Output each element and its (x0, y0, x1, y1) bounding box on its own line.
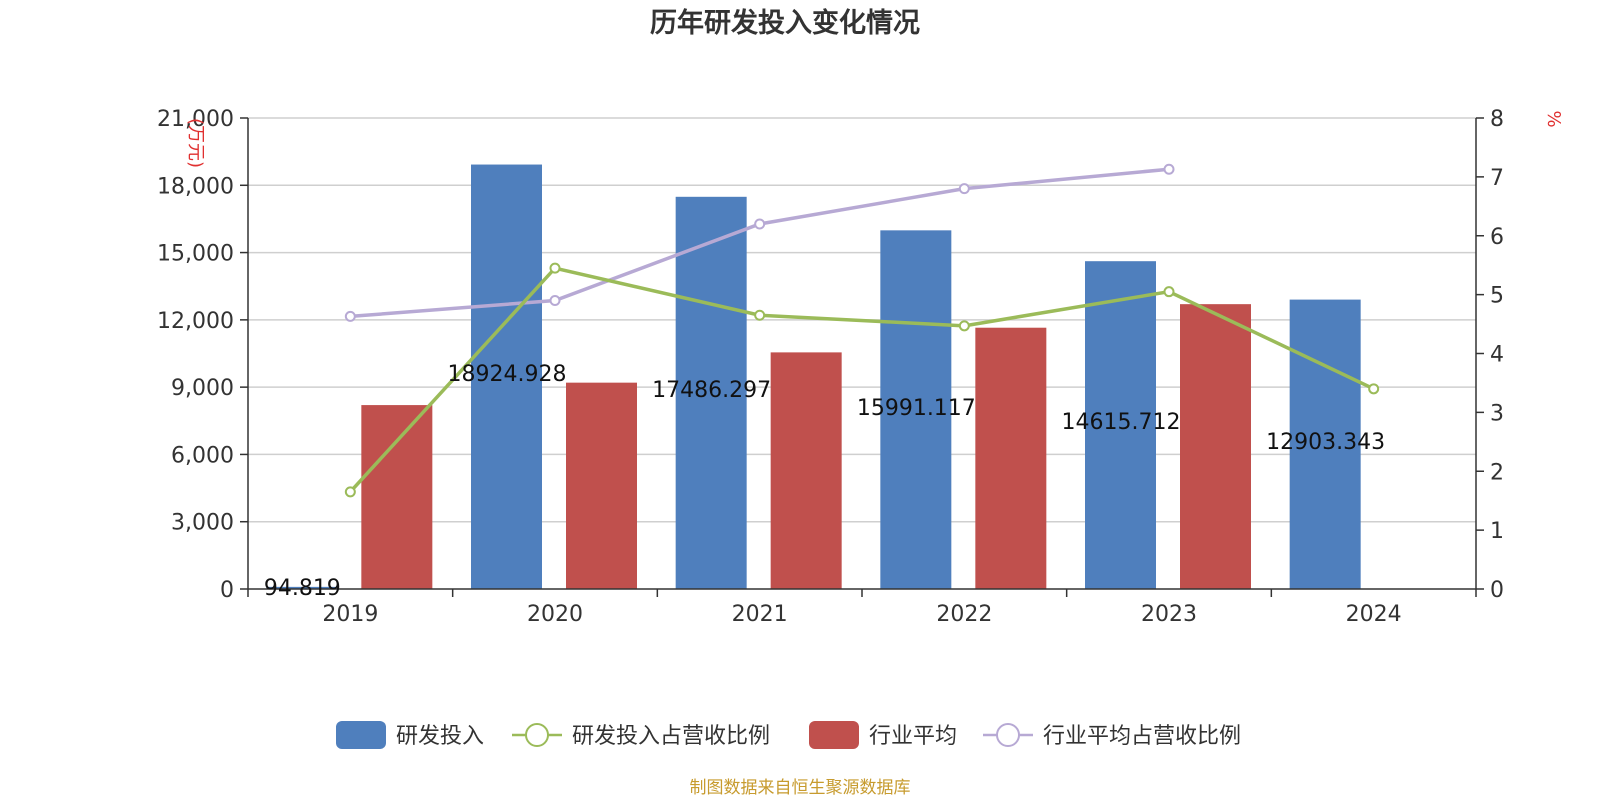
bar-rd-label: 94.819 (264, 576, 341, 601)
legend-label: 行业平均 (869, 724, 957, 749)
y-right-tick-label: 6 (1490, 225, 1504, 250)
y-left-tick-label: 12,000 (157, 309, 234, 334)
point-industry-ratio (549, 295, 561, 307)
chart-title: 历年研发投入变化情况 (650, 7, 920, 39)
bar-rd (266, 586, 338, 589)
bar-industry (361, 405, 433, 589)
y-right-tick-label: 7 (1490, 166, 1504, 191)
y-right-tick-label: 2 (1490, 460, 1504, 485)
bar-rd (880, 230, 952, 589)
point-industry-ratio (1163, 163, 1175, 175)
x-tick-label: 2023 (1141, 602, 1197, 627)
bar-industry (975, 327, 1047, 589)
legend-label: 研发投入 (396, 724, 484, 749)
point-rd-ratio (958, 320, 970, 332)
legend-swatch (809, 721, 859, 749)
y-left-tick-label: 21,000 (157, 107, 234, 132)
point-industry-ratio (958, 183, 970, 195)
point-rd-ratio (754, 309, 766, 321)
y-left-tick-label: 6,000 (171, 443, 234, 468)
y-left-tick-label: 9,000 (171, 376, 234, 401)
legend-swatch-marker (996, 723, 1020, 747)
bar-rd-label: 15991.117 (857, 396, 976, 421)
x-tick-label: 2019 (322, 602, 378, 627)
bar-rd (471, 164, 542, 589)
bar-rd (1085, 261, 1156, 589)
line-rd-ratio (349, 266, 1375, 494)
y-left-tick-label: 15,000 (157, 242, 234, 267)
y-left-tick-label: 3,000 (171, 511, 234, 536)
y-left-unit: (万元) (185, 118, 206, 168)
bar-rd (1289, 299, 1361, 589)
y-right-tick-label: 0 (1490, 578, 1504, 603)
bar-rd (675, 196, 747, 589)
point-rd-ratio (1368, 383, 1380, 395)
bar-rd-label: 17486.297 (652, 378, 771, 403)
y-right-tick-label: 4 (1490, 343, 1504, 368)
x-tick-label: 2022 (936, 602, 992, 627)
y-left-tick-label: 0 (220, 578, 234, 603)
bar-industry (770, 352, 842, 589)
source-note: 制图数据来自恒生聚源数据库 (690, 778, 911, 798)
point-rd-ratio (344, 486, 356, 498)
legend-swatch (336, 721, 386, 749)
legend-label: 行业平均占营收比例 (1043, 724, 1241, 749)
bar-industry (566, 382, 637, 589)
point-industry-ratio (754, 218, 766, 230)
legend-swatch-marker (525, 723, 549, 747)
y-right-unit: % (1543, 110, 1564, 127)
x-tick-label: 2020 (527, 602, 583, 627)
bar-industry (1180, 304, 1251, 589)
point-rd-ratio (1163, 286, 1175, 298)
y-right-tick-label: 1 (1490, 519, 1504, 544)
legend-label: 研发投入占营收比例 (572, 724, 770, 749)
y-left-tick-label: 18,000 (157, 174, 234, 199)
point-rd-ratio (549, 262, 561, 274)
y-right-tick-label: 3 (1490, 401, 1504, 426)
bar-rd-label: 18924.928 (448, 362, 567, 387)
bar-rd-label: 12903.343 (1266, 430, 1385, 455)
bar-rd-label: 14615.712 (1062, 410, 1181, 435)
x-tick-label: 2024 (1346, 602, 1402, 627)
y-right-tick-label: 5 (1490, 284, 1504, 309)
y-right-tick-label: 8 (1490, 107, 1504, 132)
point-industry-ratio (344, 310, 356, 322)
x-tick-label: 2021 (732, 602, 788, 627)
